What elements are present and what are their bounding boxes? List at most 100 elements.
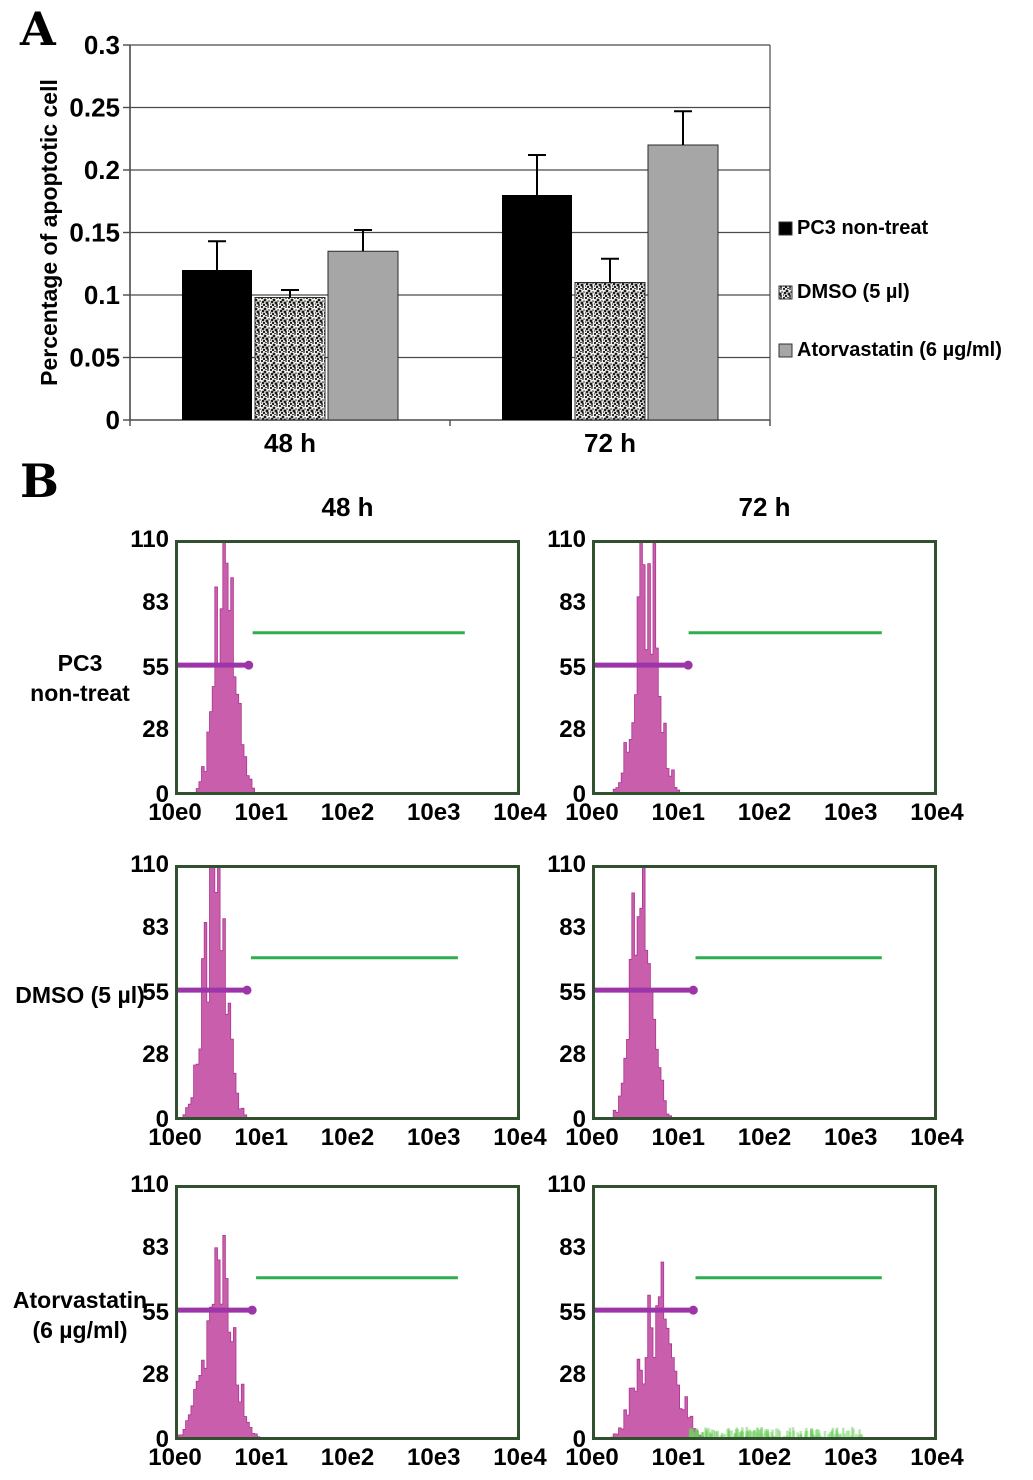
y-tick-label: 28 bbox=[142, 1041, 169, 1069]
plot-border bbox=[175, 1185, 520, 1440]
histogram-peak bbox=[175, 1235, 520, 1440]
flow-histogram-r2c0 bbox=[175, 1185, 520, 1440]
debris-noise bbox=[745, 1431, 748, 1438]
y-tick-label: 0 bbox=[155, 1426, 169, 1453]
debris-noise bbox=[750, 1431, 754, 1438]
debris-noise bbox=[707, 1427, 710, 1438]
y-tick-label: 83 bbox=[559, 1233, 586, 1261]
bar bbox=[254, 297, 326, 421]
debris-noise bbox=[833, 1434, 837, 1438]
x-tick-label: 10e1 bbox=[651, 1124, 705, 1151]
flow-histogram-r1c1 bbox=[592, 865, 937, 1120]
x-tick-label: 10e2 bbox=[320, 799, 375, 826]
y-tick-label: 0 bbox=[572, 1426, 586, 1453]
debris-noise bbox=[804, 1431, 807, 1438]
bar bbox=[182, 270, 252, 420]
debris-noise bbox=[728, 1430, 731, 1438]
x-tick-label: 10e0 bbox=[565, 1444, 619, 1471]
debris-noise bbox=[719, 1434, 722, 1438]
column-header: 48 h bbox=[321, 492, 374, 522]
debris-noise bbox=[843, 1433, 846, 1438]
y-tick-label: 0 bbox=[572, 781, 586, 808]
debris-noise bbox=[689, 1429, 693, 1438]
debris-noise bbox=[860, 1434, 864, 1438]
debris-noise bbox=[735, 1427, 739, 1438]
histogram-peak bbox=[175, 542, 520, 795]
debris-noise bbox=[756, 1427, 759, 1438]
x-tick-label: 10e2 bbox=[737, 1124, 792, 1151]
y-tick-label: 0.05 bbox=[69, 343, 120, 373]
debris-noise bbox=[828, 1432, 832, 1438]
y-tick-label: 110 bbox=[547, 851, 586, 878]
bar bbox=[574, 282, 646, 421]
debris-noise bbox=[770, 1432, 773, 1438]
y-tick-label: 83 bbox=[142, 1233, 169, 1261]
debris-noise bbox=[730, 1430, 733, 1438]
x-tick-label: 10e4 bbox=[493, 799, 547, 826]
debris-noise bbox=[810, 1429, 813, 1438]
debris-noise bbox=[805, 1430, 809, 1438]
x-tick-label: 10e4 bbox=[493, 1444, 547, 1471]
x-tick-label: 10e1 bbox=[234, 1124, 288, 1151]
debris-noise bbox=[778, 1431, 782, 1438]
x-tick-label: 10e3 bbox=[824, 799, 878, 826]
histogram-peak bbox=[592, 867, 937, 1120]
x-tick-label: 10e3 bbox=[407, 1124, 461, 1151]
debris-noise bbox=[748, 1429, 752, 1438]
x-tick-label: 10e3 bbox=[824, 1124, 878, 1151]
y-tick-label: 0.15 bbox=[69, 218, 120, 248]
x-tick-label: 10e4 bbox=[910, 1124, 964, 1151]
x-tick-label: 10e4 bbox=[910, 1444, 964, 1471]
debris-noise bbox=[783, 1435, 786, 1438]
y-tick-label: 28 bbox=[142, 716, 169, 744]
debris-noise bbox=[721, 1434, 724, 1438]
row-label: Atorvastatin (6 µg/ml) bbox=[4, 1285, 156, 1345]
y-tick-label: 28 bbox=[559, 1361, 586, 1389]
debris-noise bbox=[734, 1433, 737, 1438]
debris-noise bbox=[704, 1427, 707, 1438]
histogram-peak bbox=[175, 867, 520, 1120]
bar bbox=[502, 195, 572, 420]
debris-noise bbox=[710, 1429, 714, 1438]
row-label-line: Atorvastatin bbox=[12, 1286, 148, 1313]
plot-border bbox=[592, 865, 937, 1120]
x-tick-label: 10e4 bbox=[493, 1124, 547, 1151]
debris-noise bbox=[709, 1433, 712, 1438]
y-tick-label: 83 bbox=[142, 588, 169, 616]
debris-noise bbox=[816, 1428, 819, 1438]
y-tick-label: 0.3 bbox=[84, 30, 120, 60]
apoptosis-bar-chart: 0 0.05 0.1 0.15 0.2 0.25 0.3 Percentage of apop… bbox=[36, 30, 1002, 458]
y-tick-label: 28 bbox=[559, 716, 586, 744]
debris-noise bbox=[777, 1429, 780, 1438]
x-tick-label: 10e0 bbox=[148, 799, 202, 826]
y-tick-label: 110 bbox=[130, 526, 169, 553]
purple-gate-end bbox=[242, 985, 252, 995]
x-tick-label: 10e0 bbox=[565, 799, 619, 826]
debris-noise bbox=[775, 1428, 778, 1438]
debris-noise bbox=[859, 1434, 862, 1438]
histogram-peak bbox=[592, 1261, 937, 1440]
legend-label: Atorvastatin (6 µg/ml) bbox=[797, 339, 1002, 361]
debris-noise bbox=[788, 1432, 792, 1438]
debris-noise bbox=[819, 1435, 823, 1438]
y-tick-label: 110 bbox=[547, 526, 586, 553]
x-tick-label: 10e0 bbox=[565, 1124, 619, 1151]
plot-border bbox=[592, 1185, 937, 1440]
y-tick-label: 83 bbox=[559, 913, 586, 941]
y-tick-label: 55 bbox=[142, 653, 169, 681]
debris-noise bbox=[739, 1435, 742, 1438]
y-tick-label: 0 bbox=[155, 1106, 169, 1133]
flow-histogram-r1c0 bbox=[175, 865, 520, 1120]
debris-noise bbox=[723, 1434, 727, 1438]
debris-noise bbox=[847, 1430, 851, 1438]
debris-noise bbox=[835, 1429, 838, 1438]
y-tick-label: 0 bbox=[572, 1106, 586, 1133]
y-tick-label: 0.25 bbox=[69, 93, 120, 123]
x-tick-label: 10e1 bbox=[234, 1444, 288, 1471]
debris-noise bbox=[818, 1433, 821, 1438]
x-tick-label: 10e4 bbox=[910, 799, 964, 826]
debris-noise bbox=[714, 1431, 717, 1438]
histogram-peak bbox=[592, 542, 937, 795]
panel-a-label: A bbox=[20, 2, 56, 56]
